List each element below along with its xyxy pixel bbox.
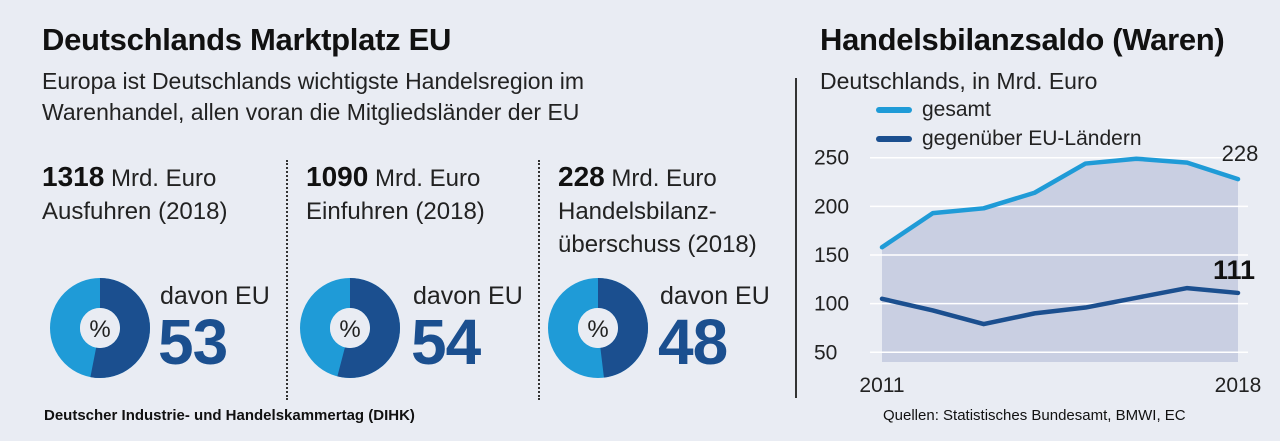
legend-eu: gegenüber EU-Ländern (876, 127, 1142, 151)
right-footer-source: Quellen: Statistisches Bundesamt, BMWI, … (883, 407, 1186, 424)
legend-label: gegenüber EU-Ländern (922, 127, 1142, 150)
divider (538, 160, 540, 400)
stat-label: Handelsbilanz- (558, 198, 717, 225)
divider (286, 160, 288, 400)
donut-hole (578, 308, 618, 348)
chart-subtitle: Deutschlands, in Mrd. Euro (820, 68, 1098, 94)
donut-eu-share (300, 278, 400, 378)
stat-label: Einfuhren (2018) (306, 198, 485, 225)
stat-label: überschuss (2018) (558, 231, 757, 258)
donut-eu-share (548, 278, 648, 378)
left-footer-source: Deutscher Industrie- und Handelskammerta… (44, 407, 415, 424)
area-gesamt (882, 158, 1238, 362)
percent-symbol: % (339, 316, 360, 343)
stat-value: 1318 (42, 161, 105, 192)
left-subtitle-line1: Europa ist Deutschlands wichtigste Hande… (42, 68, 585, 94)
x-tick-label: 2018 (1215, 374, 1262, 397)
left-title: Deutschlands Marktplatz EU (42, 22, 452, 57)
chart-title: Handelsbilanzsaldo (Waren) (820, 22, 1225, 57)
legend-swatch-eu (876, 136, 912, 143)
donut-chart: % (50, 278, 150, 378)
y-tick-label: 50 (814, 341, 837, 364)
series-line-eu (879, 285, 1241, 327)
stat-label: Ausfuhren (2018) (42, 198, 228, 225)
end-label-gesamt: 228 (1222, 141, 1259, 166)
stat-trade-surplus: 228 Mrd. Euro Handelsbilanz- überschuss … (558, 160, 757, 261)
davon-eu-label: davon EU (160, 282, 270, 310)
donut-chart: % (300, 278, 400, 378)
eu-percentage: 48 (658, 306, 728, 378)
y-tick-label: 150 (814, 244, 849, 267)
end-label-eu: 111 (1213, 255, 1255, 285)
panel-separator (795, 78, 797, 398)
line-chart: 50 100 150 200 250 228 111 2011 2018 (814, 141, 1262, 397)
stat-unit: Mrd. Euro (611, 165, 717, 192)
eu-percentage: 53 (158, 306, 228, 378)
percent-symbol: % (587, 316, 608, 343)
donut-chart: % (548, 278, 648, 378)
y-tick-label: 100 (814, 293, 849, 316)
legend-label: gesamt (922, 98, 991, 121)
donut-hole (330, 308, 370, 348)
davon-eu-label: davon EU (413, 282, 523, 310)
donut-hole (80, 308, 120, 348)
x-tick-label: 2011 (859, 374, 904, 397)
legend-swatch-gesamt (876, 107, 912, 114)
y-tick-label: 250 (814, 147, 849, 170)
series-line-gesamt (879, 156, 1241, 250)
donut-eu-share (50, 278, 150, 378)
davon-eu-label: davon EU (660, 282, 770, 310)
eu-percentage: 54 (411, 306, 481, 378)
stat-value: 1090 (306, 161, 369, 192)
legend-gesamt: gesamt (876, 98, 991, 122)
stat-value: 228 (558, 161, 605, 192)
stat-unit: Mrd. Euro (374, 165, 481, 192)
y-tick-label: 200 (814, 195, 849, 218)
stat-exports: 1318 Mrd. Euro Ausfuhren (2018) (42, 160, 227, 228)
stat-imports: 1090 Mrd. Euro Einfuhren (2018) (306, 160, 485, 228)
left-subtitle-line2: Warenhandel, allen voran die Mitgliedslä… (42, 99, 580, 125)
stat-unit: Mrd. Euro (110, 165, 217, 192)
percent-symbol: % (89, 316, 110, 343)
